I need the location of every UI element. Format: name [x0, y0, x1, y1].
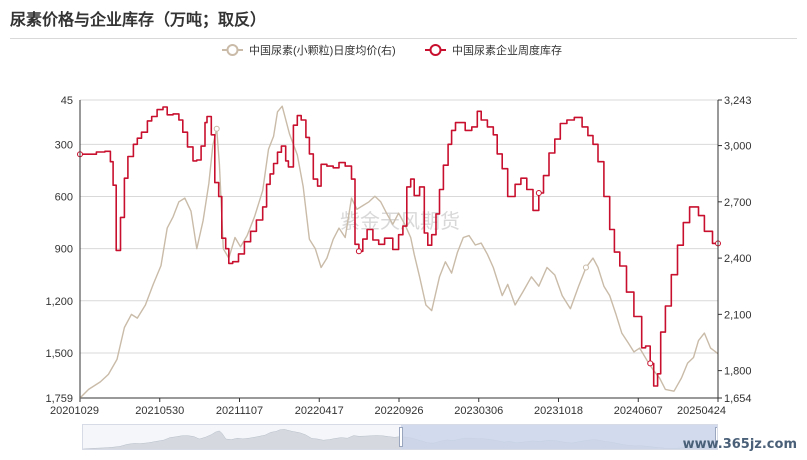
legend-price-label: 中国尿素(小颗粒)日度均价(右)	[249, 43, 396, 57]
slider-selected-range[interactable]	[401, 425, 717, 449]
left-axis-tick-label: 1,200	[45, 296, 73, 308]
x-axis-tick-label: 20250424	[677, 405, 726, 417]
left-axis-tick-label: 45	[61, 95, 73, 107]
title-divider	[10, 38, 797, 39]
legend-item-price[interactable]: 中国尿素(小颗粒)日度均价(右)	[222, 43, 396, 57]
legend-item-inventory[interactable]: 中国尿素企业周度库存	[425, 43, 562, 57]
left-axis-tick-label: 600	[55, 191, 73, 203]
inventory-point	[535, 190, 542, 197]
x-axis-tick-label: 20211107	[216, 405, 263, 417]
right-axis-tick-label: 3,000	[724, 141, 752, 153]
x-axis-tick-label: 20220417	[295, 405, 344, 417]
x-axis-tick-label: 20201029	[50, 405, 99, 417]
right-axis-tick-label: 1,800	[724, 366, 752, 378]
left-axis: 45 300 600 900 1,200 1,500 1,759	[45, 95, 81, 405]
series-layer	[77, 105, 721, 399]
data-zoom-slider[interactable]	[82, 424, 718, 450]
site-watermark: www.365jz.com	[682, 437, 797, 452]
right-axis: 1,654 1,800 2,100 2,400 2,700 3,000 3,243	[717, 95, 752, 405]
legend-price-marker-icon	[226, 44, 239, 56]
inventory-point	[647, 360, 654, 367]
page-title: 尿素价格与企业库存（万吨；取反）	[10, 10, 267, 29]
legend-inventory-marker-icon	[429, 44, 442, 56]
chart: 中国尿素(小颗粒)日度均价(右) 中国尿素企业周度库存 紫金天风期货 45 300…	[45, 43, 752, 417]
price-point	[213, 125, 220, 132]
left-axis-tick-label: 1,500	[45, 348, 73, 360]
price-point	[582, 264, 589, 271]
x-axis-tick-label: 20240607	[614, 405, 663, 417]
right-axis-tick-label: 1,654	[724, 393, 752, 405]
right-axis-tick-label: 2,700	[724, 197, 752, 209]
left-axis-tick-label: 1,759	[45, 393, 73, 405]
right-axis-tick-label: 3,243	[724, 95, 752, 107]
slider-right-handle[interactable]	[715, 427, 717, 447]
left-axis-tick-label: 300	[55, 139, 73, 151]
x-axis-tick-label: 20231018	[534, 405, 583, 417]
x-axis-tick-label: 20220926	[375, 405, 424, 417]
inventory-series-line	[80, 106, 718, 387]
x-axis-tick-label: 20210530	[135, 405, 184, 417]
x-axis: 20201029 20210530 20211107 20220417 20220926…	[50, 398, 726, 417]
right-axis-tick-label: 2,400	[724, 253, 752, 265]
legend: 中国尿素(小颗粒)日度均价(右) 中国尿素企业周度库存	[222, 43, 562, 57]
slider-left-handle[interactable]	[399, 427, 403, 447]
legend-inventory-label: 中国尿素企业周度库存	[452, 43, 562, 57]
price-series-line	[79, 105, 719, 399]
right-axis-tick-label: 2,100	[724, 309, 752, 321]
x-axis-tick-label: 20230306	[454, 405, 503, 417]
inventory-point	[355, 248, 362, 255]
center-watermark: 紫金天风期货	[340, 210, 460, 233]
left-axis-tick-label: 900	[55, 244, 73, 256]
